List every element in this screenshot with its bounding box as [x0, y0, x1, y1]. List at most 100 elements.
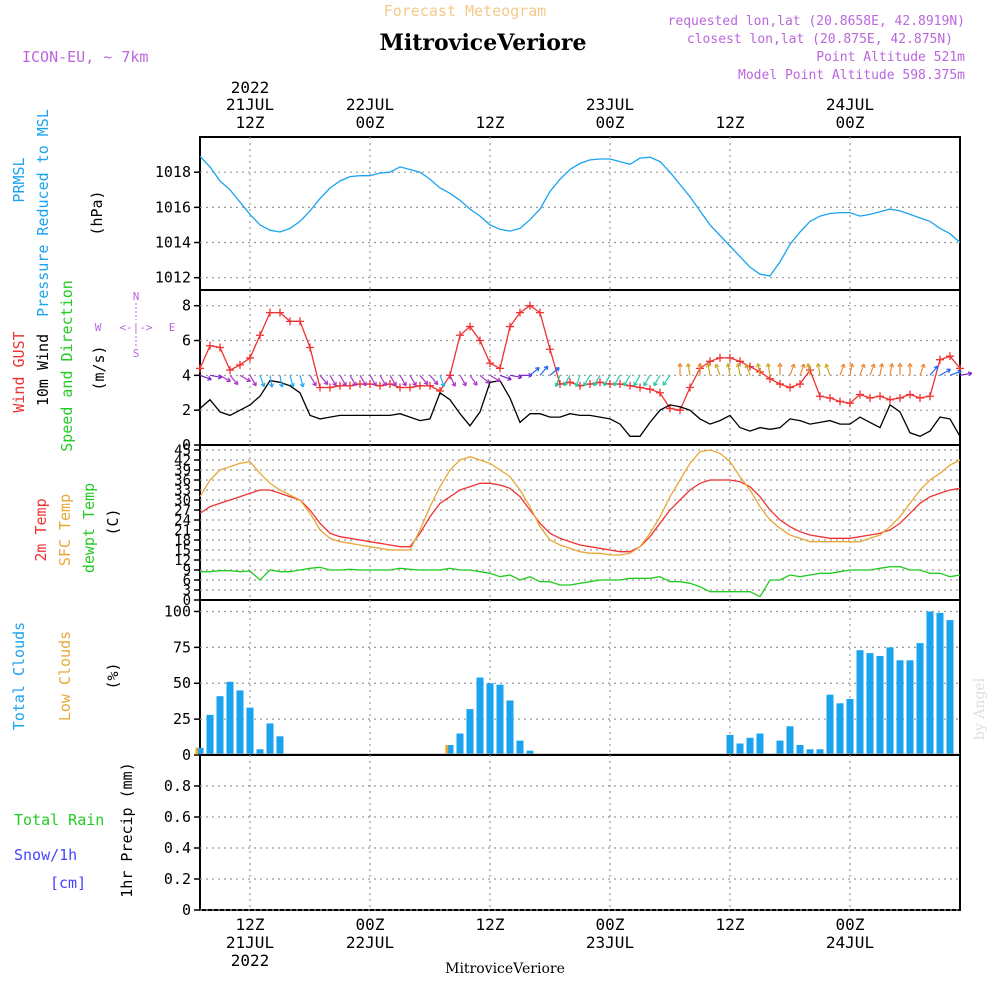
y-tick-label: 3 — [183, 583, 191, 599]
wind-arrow-head — [226, 377, 231, 383]
wind-arrow — [767, 363, 771, 376]
wind-arrow — [249, 375, 257, 387]
wind-arrow — [653, 375, 661, 387]
y-tick-label: 0 — [182, 746, 191, 764]
temp-unit: (C) — [104, 508, 122, 535]
wind-arrow-head — [633, 381, 638, 387]
y-tick-label: 6 — [183, 573, 191, 589]
bar-total-clouds — [466, 709, 474, 755]
wind-arrow-head — [535, 367, 540, 372]
wind-arrow-head — [299, 382, 305, 388]
wind-arrow-head — [312, 381, 317, 387]
model-altitude: Model Point Altitude 598.375m — [738, 68, 965, 83]
compass-n: N — [133, 290, 140, 303]
snow-label: Snow/1h — [14, 846, 77, 864]
wind-arrow — [269, 375, 273, 388]
bar-total-clouds — [826, 694, 834, 755]
wind-arrow — [919, 363, 925, 376]
wind-speed-dir-label: Speed and Direction — [58, 280, 76, 452]
gust-point — [196, 364, 204, 373]
wind-arrow-head — [279, 383, 285, 388]
total-clouds-label: Total Clouds — [10, 622, 28, 730]
page-title: MitroviceVeriore — [380, 30, 587, 56]
y-tick-label: 1018 — [155, 163, 191, 181]
model-label: ICON-EU, ~ 7km — [22, 48, 148, 66]
top-hour-label: 12Z — [236, 113, 265, 132]
wind-arrow — [289, 375, 294, 388]
gust-point — [216, 343, 224, 352]
wind-arrow — [499, 374, 512, 381]
y-tick-label: 9 — [183, 563, 191, 579]
wind-arrow-head — [246, 377, 251, 383]
low-clouds-label: Low Clouds — [56, 631, 74, 721]
wind-arrow — [879, 363, 883, 376]
wind-arrow — [489, 374, 501, 382]
gust-point — [796, 380, 804, 389]
y-tick-label: 39 — [174, 463, 191, 479]
wind-arrow-head — [777, 363, 783, 368]
temp-sfc-label: SFC Temp — [56, 494, 74, 566]
panel-frame — [199, 444, 961, 601]
y-tick-label: 15 — [174, 543, 191, 559]
side-labels: PRMSL Pressure Reduced to MSL (hPa) Wind GU… — [10, 109, 175, 898]
y-tick-label: 42 — [174, 453, 191, 469]
wind-arrow — [479, 374, 490, 384]
series-line-10m-wind — [199, 379, 961, 438]
gust-point — [726, 353, 734, 362]
bar-total-clouds — [446, 745, 454, 755]
gust-point — [496, 364, 504, 373]
wind-arrow — [817, 363, 821, 376]
bar-total-clouds — [916, 643, 924, 755]
wind-arrow-head — [485, 379, 490, 384]
y-tick-label: 4 — [182, 366, 191, 384]
wind-arrow-head — [897, 363, 903, 368]
bar-total-clouds — [216, 696, 224, 755]
gust-point — [896, 393, 904, 402]
top-hour-label: 00Z — [356, 113, 385, 132]
temp-dewpt-label: dewpt Temp — [80, 483, 98, 573]
wind-arrow — [687, 363, 691, 376]
bar-total-clouds — [846, 699, 854, 755]
gust-point — [786, 383, 794, 392]
wind-arrow-head — [805, 363, 811, 368]
wind-arrow-head — [933, 365, 939, 371]
footer-location: MitroviceVeriore — [445, 961, 565, 977]
bar-total-clouds — [496, 684, 504, 755]
wind-arrow-head — [643, 381, 648, 387]
gust-point — [946, 352, 954, 361]
bar-total-clouds — [906, 660, 914, 755]
requested-coords: requested lon,lat (20.8658E, 42.8919N) — [668, 14, 965, 29]
y-tick-label: 0 — [182, 436, 191, 454]
gust-point — [936, 355, 944, 364]
bar-total-clouds — [196, 747, 204, 755]
wind-arrow — [279, 375, 283, 388]
bottom-hour-label: 12Z — [236, 915, 265, 934]
wind-arrow — [239, 374, 251, 382]
bottom-date-label: 23JUL — [586, 933, 634, 952]
bar-total-clouds — [866, 653, 874, 755]
wind-arrow-head — [289, 382, 295, 388]
gust-point — [376, 381, 384, 390]
gust-point — [416, 381, 424, 390]
gust-point — [566, 378, 574, 387]
wind-arrow-head — [907, 363, 913, 368]
bottom-hour-label: 12Z — [716, 915, 745, 934]
bar-total-clouds — [516, 740, 524, 755]
gust-point — [546, 345, 554, 354]
y-tick-label: 18 — [174, 533, 191, 549]
wind-arrow — [825, 363, 831, 376]
wind-arrow-head — [957, 369, 962, 375]
wind-arrow-head — [233, 380, 239, 386]
compass-s: S — [133, 347, 140, 360]
wind-arrow — [745, 363, 751, 376]
gust-point — [456, 331, 464, 340]
gust-point — [766, 374, 774, 383]
wind-arrow-head — [849, 363, 855, 368]
wind-arrow — [349, 375, 357, 387]
wind-arrow-head — [269, 383, 275, 388]
gust-point — [596, 378, 604, 387]
bar-total-clouds — [246, 707, 254, 755]
wind-gust-label: Wind GUST — [10, 331, 28, 412]
